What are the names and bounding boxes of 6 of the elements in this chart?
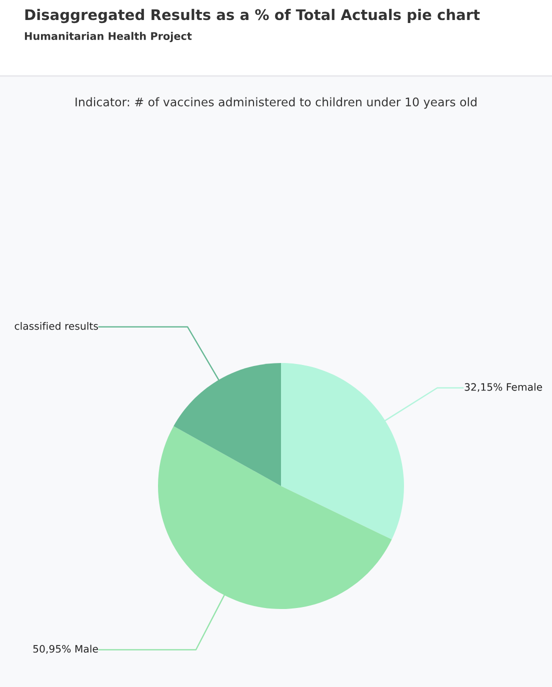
chart-subtitle: Humanitarian Health Project <box>24 32 192 42</box>
slice-label: 32,15% Female <box>464 382 542 392</box>
slice-label: 50,95% Male <box>33 644 98 654</box>
text: Indicator: # of vaccines administered to children under 10 years old <box>76 97 476 109</box>
chart-title: Disaggregated Results as a % of Total Actuals pie chart <box>25 8 480 24</box>
slice-label: classified results <box>14 322 98 330</box>
